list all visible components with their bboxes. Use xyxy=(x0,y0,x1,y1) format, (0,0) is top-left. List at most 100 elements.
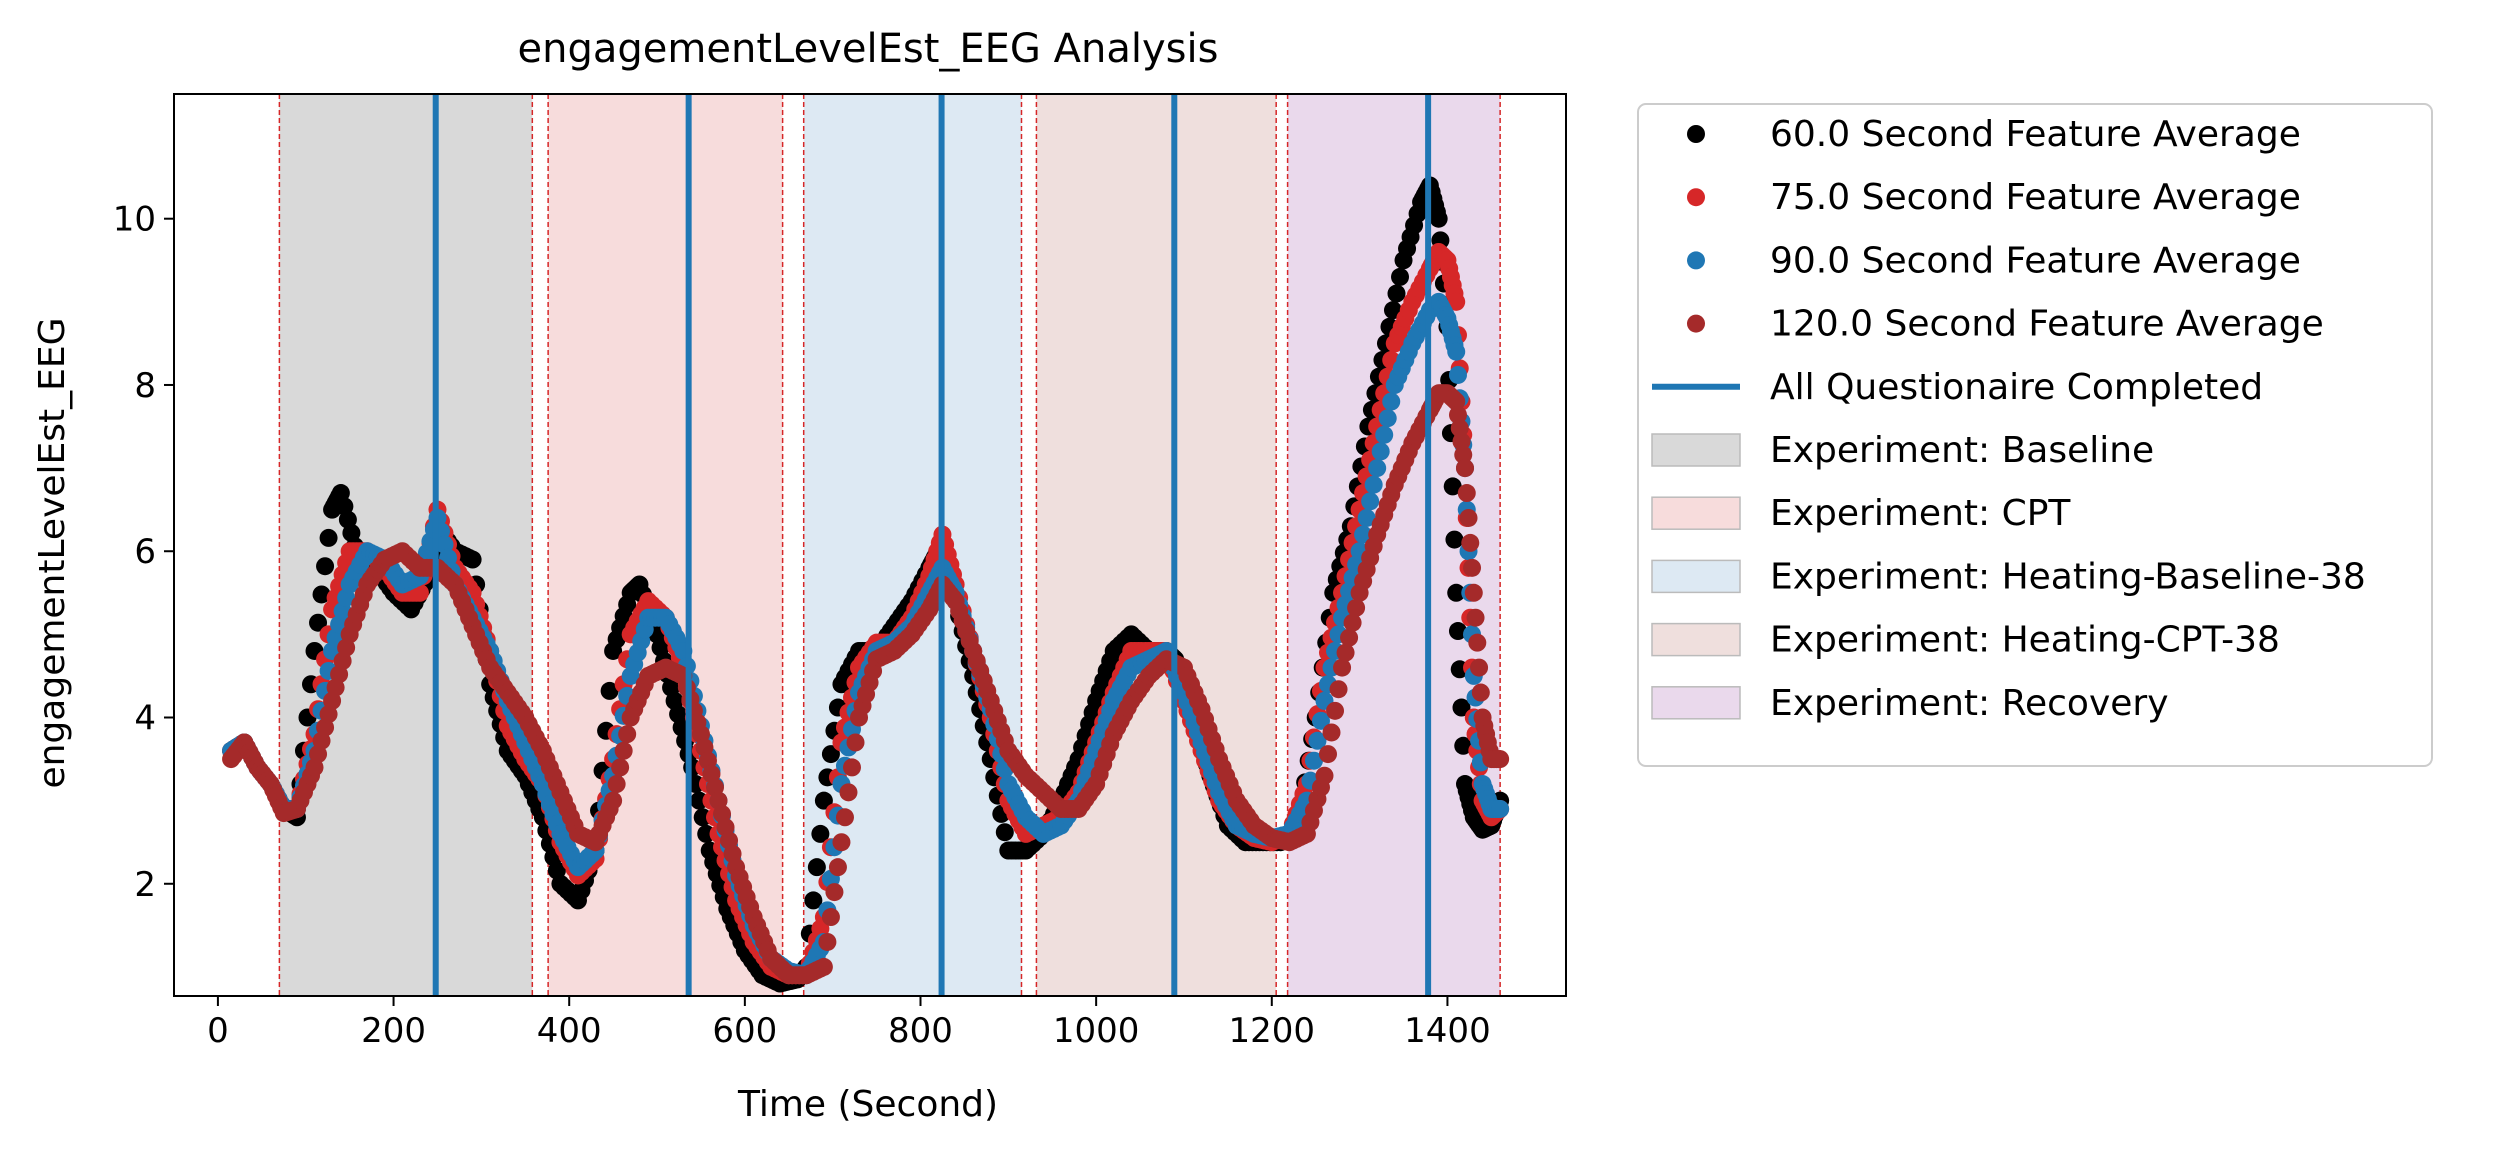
legend-label-7: Experiment: Heating-Baseline-38 xyxy=(1770,556,2366,597)
legend-label-8: Experiment: Heating-CPT-38 xyxy=(1770,620,2280,661)
series-3-marker xyxy=(1318,745,1337,764)
series-0-point-37 xyxy=(814,791,833,810)
chart-title: engagementLevelEst_EEG Analysis xyxy=(518,26,1219,72)
series-1-point-73 xyxy=(1447,292,1466,311)
series-2-marker xyxy=(1371,442,1390,461)
series-3-marker xyxy=(821,908,840,927)
series-2-marker xyxy=(1378,409,1397,428)
series-0-marker xyxy=(309,613,328,632)
series-0-marker xyxy=(316,557,335,576)
series-3 xyxy=(222,384,1510,985)
series-3-marker xyxy=(1322,723,1341,742)
x-tick-label-7: 1400 xyxy=(1404,1011,1491,1051)
series-3-marker xyxy=(818,932,837,951)
series-0-marker xyxy=(319,528,338,547)
y-tick-label-4: 10 xyxy=(113,200,156,240)
series-3-point-23 xyxy=(604,791,623,810)
series-3-marker xyxy=(835,808,854,827)
series-3-point-64 xyxy=(1315,766,1334,785)
y-tick-label-0: 2 xyxy=(134,865,156,905)
series-2-point-73 xyxy=(1447,342,1466,361)
series-2-point-67 xyxy=(1368,459,1387,478)
series-3-marker xyxy=(1459,508,1478,527)
series-3-marker xyxy=(607,775,626,794)
series-3-marker xyxy=(1457,484,1476,503)
series-0-marker xyxy=(1452,698,1471,717)
series-0-marker xyxy=(693,808,712,827)
series-0-marker xyxy=(1387,284,1406,303)
series-3-marker xyxy=(846,733,865,752)
series-1-point-12 xyxy=(410,583,429,602)
series-3-marker xyxy=(1340,628,1359,647)
series-3-marker xyxy=(1461,533,1480,552)
series-3-point-75 xyxy=(1464,583,1483,602)
series-0-marker xyxy=(697,824,716,843)
x-tick-label-4: 800 xyxy=(888,1011,953,1051)
legend-label-4: All Questionaire Completed xyxy=(1770,367,2263,408)
series-3-marker xyxy=(614,741,633,760)
series-2-marker xyxy=(1361,492,1380,511)
series-3-marker xyxy=(828,858,847,877)
legend-label-2: 90.0 Second Feature Average xyxy=(1770,240,2301,281)
series-2-marker xyxy=(1308,731,1327,750)
legend-marker-8 xyxy=(1651,622,1741,657)
legend-label-3: 120.0 Second Feature Average xyxy=(1770,304,2324,345)
series-0-marker xyxy=(811,824,830,843)
legend-label-5: Experiment: Baseline xyxy=(1770,430,2154,471)
series-0-marker xyxy=(1391,267,1410,286)
series-3-marker xyxy=(1343,613,1362,632)
series-3-marker xyxy=(1326,701,1345,720)
series-2-marker xyxy=(1354,525,1373,544)
legend-label-6: Experiment: CPT xyxy=(1770,493,2071,534)
series-0-marker xyxy=(690,791,709,810)
series-3-marker xyxy=(1470,658,1489,677)
legend-marker-7 xyxy=(1651,559,1741,594)
series-3-marker xyxy=(1329,680,1348,699)
series-3-marker xyxy=(1448,405,1467,424)
legend-marker-0 xyxy=(1687,125,1705,143)
series-3-point-73 xyxy=(1447,392,1466,411)
legend-marker-5 xyxy=(1651,433,1741,467)
x-tick-label-0: 0 xyxy=(207,1011,229,1051)
series-0-marker xyxy=(1443,477,1462,496)
series-2-marker xyxy=(1357,508,1376,527)
series-3-point-78 xyxy=(1491,750,1510,769)
series-3-point-74 xyxy=(1456,459,1475,478)
experiment-span-3 xyxy=(1036,94,1277,996)
series-3-marker xyxy=(842,758,861,777)
series-3-marker xyxy=(1450,419,1469,438)
legend-label-1: 75.0 Second Feature Average xyxy=(1770,177,2301,218)
x-tick-label-1: 200 xyxy=(361,1011,426,1051)
series-0-point-16 xyxy=(463,550,482,569)
series-2-marker xyxy=(1311,711,1330,730)
series-0-point-76 xyxy=(1447,583,1466,602)
series-2-point-78 xyxy=(1491,799,1510,818)
series-0-marker xyxy=(312,585,331,604)
legend-marker-9 xyxy=(1651,686,1741,720)
y-tick-label-2: 6 xyxy=(134,532,156,572)
series-0-point-74 xyxy=(1429,209,1448,228)
series-2-marker xyxy=(1382,392,1401,411)
x-tick-label-3: 600 xyxy=(712,1011,777,1051)
series-3-marker xyxy=(1454,445,1473,464)
series-3-marker xyxy=(1471,683,1490,702)
series-3-marker xyxy=(825,883,844,902)
axes: 0 200 400 600 800 1000 1200 1400 2 4 6 8 10 xyxy=(113,93,1567,1051)
series-0-marker xyxy=(995,823,1014,842)
series-0-marker xyxy=(600,681,619,700)
series-2-marker xyxy=(1448,365,1467,384)
legend-marker-6 xyxy=(1651,496,1741,530)
series-3-marker xyxy=(1466,608,1485,627)
data-series xyxy=(222,176,1510,993)
legend-label-9: Experiment: Recovery xyxy=(1770,683,2169,724)
series-3-point-36 xyxy=(832,833,851,852)
series-0-marker xyxy=(807,858,826,877)
series-3-marker xyxy=(1452,432,1471,451)
series-3-marker xyxy=(618,725,637,744)
y-tick-label-3: 8 xyxy=(134,366,156,406)
x-tick-label-6: 1200 xyxy=(1229,1011,1316,1051)
x-tick-label-2: 400 xyxy=(537,1011,602,1051)
legend-box xyxy=(1637,103,2433,767)
series-0-marker xyxy=(1448,622,1467,641)
